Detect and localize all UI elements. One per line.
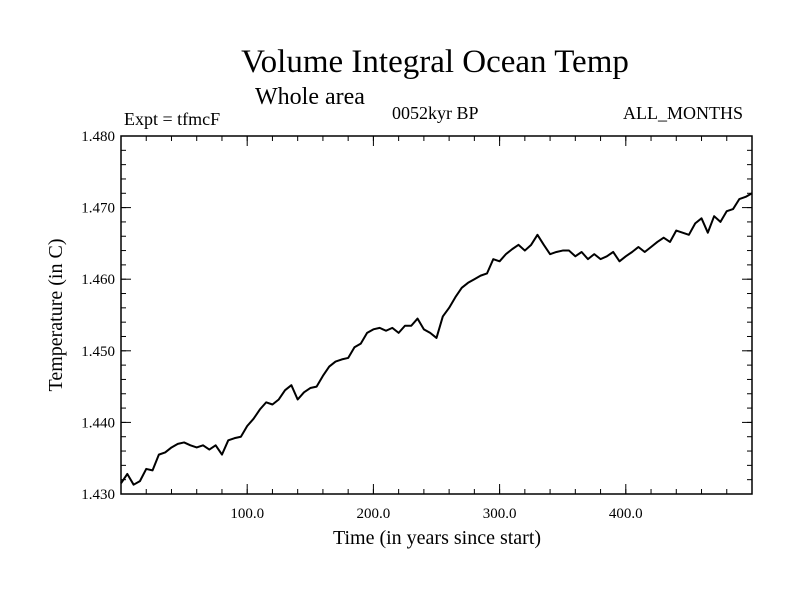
- y-tick-label: 1.480: [81, 129, 115, 145]
- y-tick-label: 1.470: [81, 201, 115, 217]
- experiment-label: Expt = tfmcF: [124, 109, 221, 129]
- x-tick-label: 400.0: [609, 506, 643, 522]
- epoch-label: 0052kyr BP: [392, 103, 479, 123]
- y-tick-label: 1.460: [81, 272, 115, 288]
- x-axis-label: Time (in years since start): [333, 527, 541, 549]
- y-axis-label: Temperature (in C): [45, 239, 67, 392]
- x-tick-label: 300.0: [483, 506, 517, 522]
- chart-subtitle: Whole area: [255, 84, 365, 110]
- series-layer: [120, 192, 753, 486]
- chart-title: Volume Integral Ocean Temp: [241, 44, 629, 80]
- y-tick-label: 1.440: [81, 415, 115, 431]
- plot-frame: [120, 135, 753, 495]
- months-label: ALL_MONTHS: [623, 103, 743, 123]
- temperature-series-line: [120, 192, 753, 486]
- y-tick-label: 1.430: [81, 487, 115, 503]
- x-tick-label: 200.0: [357, 506, 391, 522]
- x-tick-label: 100.0: [230, 506, 264, 522]
- axis-ticks: 1.430 1.440 1.450 1.460 1.470 1.480 100.0 200.0…: [81, 129, 752, 522]
- y-tick-label: 1.450: [81, 344, 115, 360]
